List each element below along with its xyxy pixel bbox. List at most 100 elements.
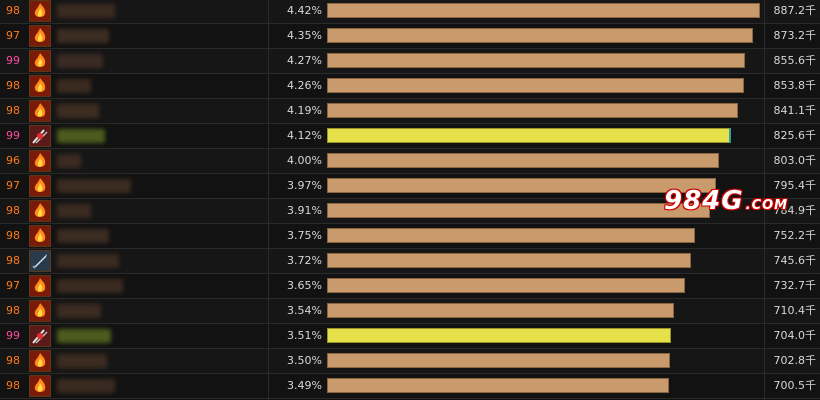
- player-name-obscured: [57, 179, 131, 193]
- warrior-class-icon: [29, 325, 51, 347]
- player-name-obscured: [57, 254, 119, 268]
- damage-percent: 4.00%: [287, 154, 322, 167]
- table-row[interactable]: 99 4.27% 855.6千: [0, 49, 820, 74]
- player-name-obscured: [57, 4, 115, 18]
- damage-bar: [327, 103, 738, 118]
- damage-amount: 841.1千: [773, 104, 817, 117]
- damage-percent: 3.97%: [287, 179, 322, 192]
- player-level: 98: [6, 79, 20, 92]
- warrior-class-icon: [29, 125, 51, 147]
- damage-percent: 3.49%: [287, 379, 322, 392]
- damage-percent: 3.75%: [287, 229, 322, 242]
- damage-percent: 3.50%: [287, 354, 322, 367]
- damage-percent: 3.91%: [287, 204, 322, 217]
- fire-class-icon: [29, 50, 51, 72]
- damage-amount: 873.2千: [773, 29, 817, 42]
- table-row[interactable]: 98 3.50% 702.8千: [0, 349, 820, 374]
- table-row[interactable]: 97 3.97% 795.4千: [0, 174, 820, 199]
- sword-class-icon: [29, 250, 51, 272]
- damage-amount: 803.0千: [773, 154, 817, 167]
- damage-bar: [327, 303, 674, 318]
- watermark-main: 984G: [664, 186, 744, 216]
- table-row[interactable]: 96 4.00% 803.0千: [0, 149, 820, 174]
- player-level: 99: [6, 129, 20, 142]
- damage-amount: 887.2千: [773, 4, 817, 17]
- fire-class-icon: [29, 0, 51, 22]
- fire-class-icon: [29, 100, 51, 122]
- table-row[interactable]: 97 3.65% 732.7千: [0, 274, 820, 299]
- player-level: 98: [6, 204, 20, 217]
- player-name-obscured: [57, 354, 107, 368]
- table-row[interactable]: 98 3.72% 745.6千: [0, 249, 820, 274]
- damage-bar: [327, 278, 685, 293]
- table-row[interactable]: 97 4.35% 873.2千: [0, 24, 820, 49]
- damage-bar-track: [327, 228, 761, 243]
- player-level: 97: [6, 29, 20, 42]
- table-row[interactable]: 98 3.91% 784.9千: [0, 199, 820, 224]
- player-name-obscured: [57, 129, 105, 143]
- damage-amount: 825.6千: [773, 129, 817, 142]
- fire-class-icon: [29, 375, 51, 397]
- player-name-obscured: [57, 54, 103, 68]
- damage-amount: 853.8千: [773, 79, 817, 92]
- fire-class-icon: [29, 200, 51, 222]
- damage-bar: [327, 353, 670, 368]
- player-name-obscured: [57, 229, 109, 243]
- player-name-obscured: [57, 279, 123, 293]
- player-level: 97: [6, 179, 20, 192]
- damage-amount: 710.4千: [773, 304, 817, 317]
- player-name-obscured: [57, 154, 81, 168]
- player-level: 97: [6, 279, 20, 292]
- fire-class-icon: [29, 225, 51, 247]
- damage-bar-track: [327, 378, 761, 393]
- fire-class-icon: [29, 25, 51, 47]
- damage-bar-track: [327, 28, 761, 43]
- damage-bar-track: [327, 3, 761, 18]
- damage-percent: 4.19%: [287, 104, 322, 117]
- bar-marker: [729, 128, 731, 143]
- damage-bar-track: [327, 278, 761, 293]
- damage-bar-track: [327, 103, 761, 118]
- damage-amount: 855.6千: [773, 54, 817, 67]
- player-level: 98: [6, 379, 20, 392]
- damage-bar: [327, 253, 691, 268]
- table-row[interactable]: 98 3.54% 710.4千: [0, 299, 820, 324]
- damage-bar: [327, 3, 760, 18]
- fire-class-icon: [29, 350, 51, 372]
- damage-bar-track: [327, 353, 761, 368]
- player-name-obscured: [57, 379, 115, 393]
- fire-class-icon: [29, 175, 51, 197]
- damage-amount: 732.7千: [773, 279, 817, 292]
- damage-percent: 4.27%: [287, 54, 322, 67]
- table-row[interactable]: 99 4.12% 825.6千: [0, 124, 820, 149]
- damage-amount: 702.8千: [773, 354, 817, 367]
- damage-bar: [327, 328, 671, 343]
- table-row[interactable]: 98 4.42% 887.2千: [0, 0, 820, 24]
- player-level: 98: [6, 4, 20, 17]
- damage-percent: 4.42%: [287, 4, 322, 17]
- damage-bar-track: [327, 53, 761, 68]
- damage-bar: [327, 228, 695, 243]
- table-row[interactable]: 99 3.51% 704.0千: [0, 324, 820, 349]
- fire-class-icon: [29, 275, 51, 297]
- damage-bar: [327, 53, 745, 68]
- fire-class-icon: [29, 75, 51, 97]
- column-divider: [268, 0, 269, 400]
- column-divider: [764, 0, 765, 400]
- player-name-obscured: [57, 104, 99, 118]
- damage-bar-track: [327, 178, 761, 193]
- table-row[interactable]: 98 4.19% 841.1千: [0, 99, 820, 124]
- player-level: 96: [6, 154, 20, 167]
- damage-bar-track: [327, 128, 761, 143]
- table-row[interactable]: 98 4.26% 853.8千: [0, 74, 820, 99]
- damage-bar: [327, 128, 730, 143]
- player-level: 98: [6, 254, 20, 267]
- table-row[interactable]: 98 3.49% 700.5千: [0, 374, 820, 399]
- damage-percent: 4.35%: [287, 29, 322, 42]
- table-row[interactable]: 98 3.75% 752.2千: [0, 224, 820, 249]
- damage-bar-track: [327, 203, 761, 218]
- player-name-obscured: [57, 79, 91, 93]
- damage-percent: 3.72%: [287, 254, 322, 267]
- damage-bar-track: [327, 328, 761, 343]
- player-level: 98: [6, 354, 20, 367]
